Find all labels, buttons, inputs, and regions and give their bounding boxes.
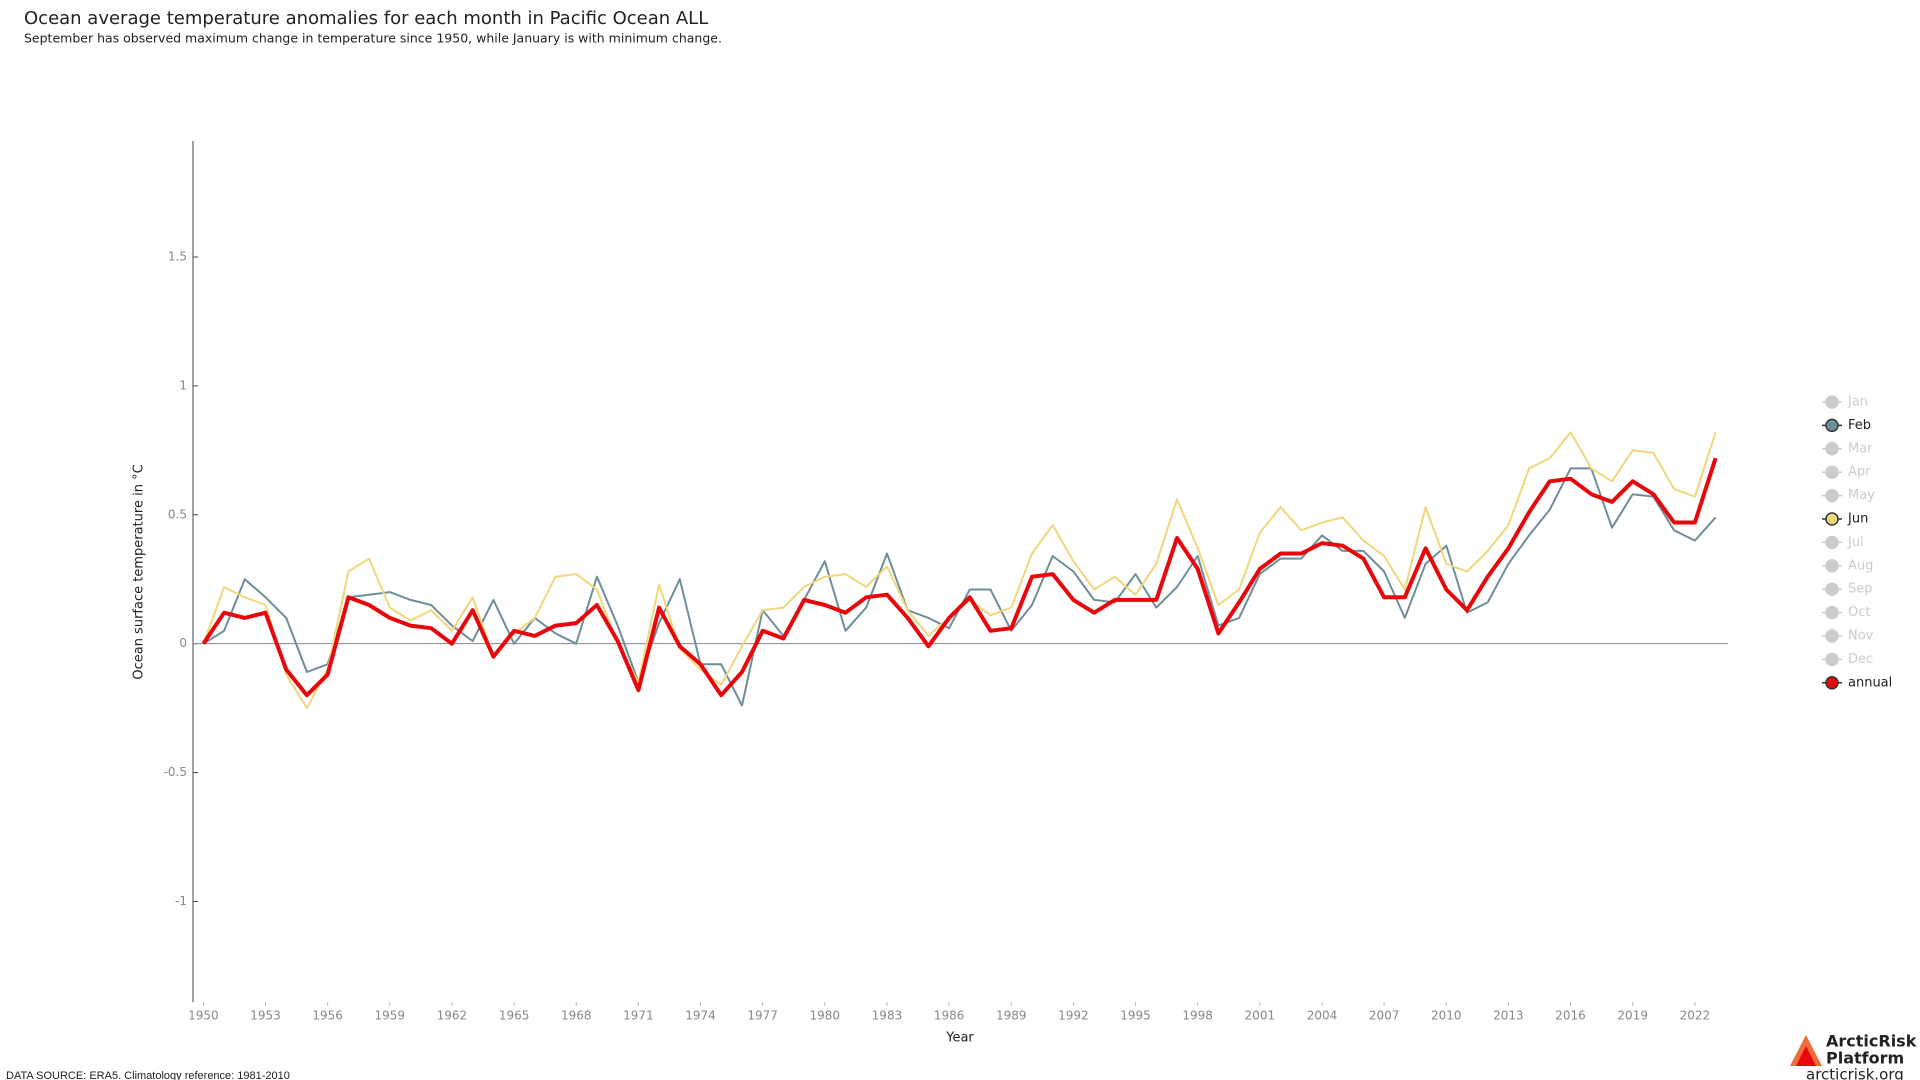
legend-marker[interactable] <box>1825 488 1839 503</box>
x-tick-label: 1983 <box>872 1009 903 1023</box>
y-tick-label: 1 <box>179 378 187 392</box>
x-tick-label: 1995 <box>1120 1009 1151 1023</box>
x-tick-label: 1989 <box>996 1009 1027 1023</box>
chart-title: Ocean average temperature anomalies for … <box>24 8 708 29</box>
legend-label[interactable]: Feb <box>1848 418 1871 433</box>
x-tick-label: 1950 <box>188 1009 219 1023</box>
legend-label[interactable]: Aug <box>1848 558 1873 573</box>
logo-url: arcticrisk.org <box>1806 1066 1904 1080</box>
x-tick-label: 2010 <box>1431 1009 1462 1023</box>
x-tick-label: 1998 <box>1182 1009 1213 1023</box>
legend-label[interactable]: Jun <box>1847 512 1868 527</box>
legend-marker[interactable] <box>1825 605 1839 620</box>
x-tick-label: 2013 <box>1493 1009 1524 1023</box>
x-tick-label: 1956 <box>312 1009 343 1023</box>
x-tick-label: 1965 <box>499 1009 530 1023</box>
legend-label[interactable]: Dec <box>1848 652 1873 667</box>
legend-marker[interactable] <box>1825 559 1839 573</box>
x-tick-label: 2001 <box>1245 1009 1276 1023</box>
legend-label[interactable]: May <box>1848 488 1875 503</box>
logo-text: ArcticRisk <box>1826 1032 1917 1051</box>
series-line <box>201 457 1718 698</box>
legend-label[interactable]: Nov <box>1848 629 1874 644</box>
y-axis-label: Ocean surface temperature in °C <box>132 464 147 679</box>
logo-icon <box>1796 1046 1816 1066</box>
footer: DATA SOURCE: ERA5. Climatology reference… <box>6 1070 290 1080</box>
legend-label[interactable]: Jul <box>1847 535 1864 550</box>
logo: ArcticRisk Platform arcticrisk.org <box>1790 1032 1917 1080</box>
legend-label[interactable]: annual <box>1848 675 1892 690</box>
x-tick-label: 2022 <box>1680 1009 1711 1023</box>
x-tick-label: 1986 <box>934 1009 965 1023</box>
x-tick-label: 2016 <box>1555 1009 1586 1023</box>
logo-text: Platform <box>1826 1049 1904 1068</box>
legend-label[interactable]: Jan <box>1847 395 1868 410</box>
chart-subtitle: September has observed maximum change in… <box>24 31 722 46</box>
y-tick-label: 0.5 <box>168 507 187 521</box>
y-tick-label: -0.5 <box>164 765 187 779</box>
legend-marker[interactable] <box>1825 442 1839 456</box>
x-tick-label: 1962 <box>437 1009 468 1023</box>
x-tick-label: 2007 <box>1369 1009 1400 1023</box>
x-tick-label: 2004 <box>1307 1009 1338 1023</box>
legend-label[interactable]: Apr <box>1848 465 1871 480</box>
y-tick-label: 0 <box>179 636 187 650</box>
x-tick-label: 2019 <box>1617 1009 1648 1023</box>
series-line <box>202 431 1717 710</box>
x-tick-label: 1992 <box>1058 1009 1089 1023</box>
legend-marker[interactable] <box>1825 676 1839 690</box>
x-tick-label: 1959 <box>375 1009 406 1023</box>
legend-label[interactable]: Oct <box>1848 605 1870 620</box>
legend-marker[interactable] <box>1825 629 1839 643</box>
x-tick-label: 1974 <box>685 1009 716 1023</box>
legend-marker[interactable] <box>1825 395 1839 409</box>
x-tick-label: 1971 <box>623 1009 654 1023</box>
legend-label[interactable]: Sep <box>1848 582 1873 597</box>
legend-marker[interactable] <box>1825 582 1839 596</box>
legend-label[interactable]: Mar <box>1848 441 1873 456</box>
x-axis-label: Year <box>945 1031 974 1046</box>
x-tick-label: 1977 <box>747 1009 778 1023</box>
legend-marker[interactable] <box>1825 512 1839 526</box>
x-tick-label: 1953 <box>250 1009 281 1023</box>
x-tick-label: 1980 <box>810 1009 841 1023</box>
y-tick-label: 1.5 <box>168 250 187 264</box>
series-line <box>202 467 1717 707</box>
legend-marker[interactable] <box>1825 418 1839 433</box>
legend-marker[interactable] <box>1825 535 1839 550</box>
y-tick-label: -1 <box>175 894 187 908</box>
legend-marker[interactable] <box>1825 652 1839 667</box>
legend-marker[interactable] <box>1825 465 1839 479</box>
x-tick-label: 1968 <box>561 1009 592 1023</box>
